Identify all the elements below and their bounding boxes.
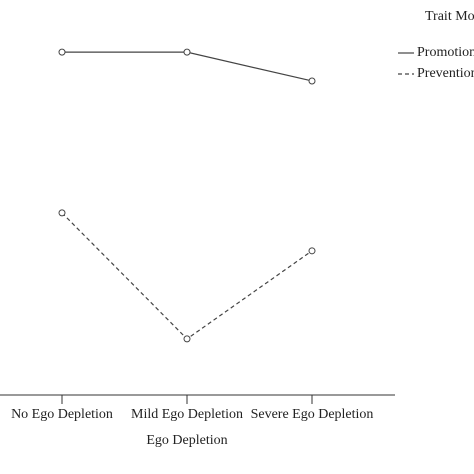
data-point xyxy=(58,209,66,217)
data-point xyxy=(183,48,191,56)
legend-label: Prevention xyxy=(417,66,474,81)
x-tick-label: Severe Ego Depletion xyxy=(251,407,374,422)
series-line xyxy=(61,212,313,340)
x-axis-title: Ego Depletion xyxy=(146,433,227,448)
data-point xyxy=(58,48,66,56)
legend-title: Trait Mo xyxy=(425,9,474,24)
data-point xyxy=(308,77,316,85)
data-point xyxy=(308,247,316,255)
series-line xyxy=(62,51,313,82)
x-tick-label: Mild Ego Depletion xyxy=(131,407,243,422)
x-tick-label: No Ego Depletion xyxy=(11,407,113,422)
legend-label: Promotion xyxy=(417,45,474,60)
data-point xyxy=(183,335,191,343)
